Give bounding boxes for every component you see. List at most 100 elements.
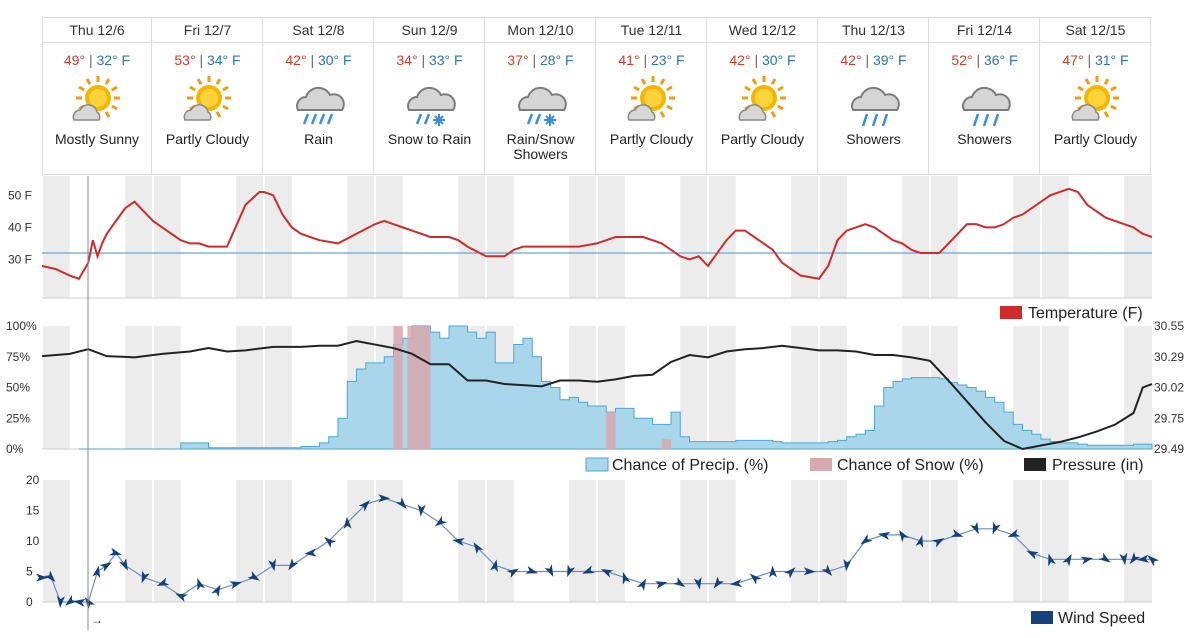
low-temp: 30° bbox=[761, 52, 784, 68]
day-temps: 34° | 33° F bbox=[396, 52, 463, 68]
wind-direction-arrow bbox=[636, 578, 647, 591]
day-label: Wed 12/12 bbox=[708, 18, 817, 43]
high-temp: 42° bbox=[840, 52, 862, 68]
wind-direction-arrow bbox=[473, 542, 484, 555]
low-temp: 28° bbox=[539, 52, 562, 68]
sun-cloud-icon bbox=[183, 76, 231, 121]
pressure-tick-label: 29.49 bbox=[1154, 442, 1184, 456]
night-band bbox=[1124, 176, 1152, 298]
wind-direction-arrow bbox=[784, 567, 796, 579]
rain-snow-cloud-icon bbox=[517, 86, 567, 126]
wind-direction-arrow bbox=[343, 516, 352, 529]
wind-direction-arrow bbox=[600, 568, 614, 578]
wind-direction-arrow bbox=[118, 558, 128, 571]
night-band bbox=[264, 480, 292, 602]
high-temp: 34° bbox=[396, 52, 418, 68]
forecast-day: Wed 12/12 42° | 30° F Partly Cloudy bbox=[708, 18, 818, 174]
day-temps: 53° | 34° F bbox=[174, 52, 241, 68]
low-temp: 32° bbox=[96, 52, 118, 68]
pressure-tick-label: 29.75 bbox=[1154, 411, 1184, 425]
wind-direction-arrow bbox=[877, 532, 891, 540]
wind-direction-arrow bbox=[1147, 555, 1160, 567]
wind-direction-arrow bbox=[821, 564, 833, 577]
wind-direction-arrow bbox=[56, 595, 65, 608]
wind-direction-arrow bbox=[36, 573, 48, 582]
night-band bbox=[125, 326, 153, 449]
wind-direction-arrow bbox=[582, 565, 595, 574]
pressure-legend-label: Pressure (in) bbox=[1052, 457, 1144, 474]
day-label: Sat 12/15 bbox=[1041, 18, 1150, 43]
high-temp: 53° bbox=[174, 52, 196, 68]
day-label: Thu 12/6 bbox=[43, 18, 151, 43]
night-band bbox=[819, 326, 847, 449]
wind-direction-arrow bbox=[673, 577, 686, 587]
day-temps: 49° | 32° F bbox=[63, 52, 131, 68]
night-band bbox=[1124, 326, 1152, 449]
night-band bbox=[791, 326, 819, 449]
condition-label: Showers bbox=[846, 131, 901, 147]
day-label: Thu 12/13 bbox=[819, 18, 928, 43]
wind-direction-arrow bbox=[622, 571, 631, 585]
sun-cloud-icon bbox=[1071, 76, 1119, 121]
high-temp: 42° bbox=[285, 52, 307, 68]
wind-direction-arrow bbox=[395, 497, 407, 509]
night-band bbox=[708, 326, 736, 449]
precip-tick-label: 25% bbox=[6, 411, 30, 425]
temp-unit: F bbox=[898, 52, 907, 68]
wind-direction-arrow bbox=[304, 548, 317, 557]
temperature-series-line bbox=[41, 187, 1153, 280]
wind-direction-arrow bbox=[73, 598, 86, 607]
forecast-strip: Thu 12/6 49° | 32° F Mostly Sunny Fri 12/… bbox=[42, 17, 1152, 175]
wind-direction-arrow bbox=[452, 537, 465, 546]
night-band bbox=[486, 480, 514, 602]
sun-cloud-icon bbox=[627, 76, 675, 121]
high-temp: 47° bbox=[1062, 52, 1084, 68]
night-band bbox=[680, 326, 708, 449]
temperature-tick-label: 30 F bbox=[8, 252, 32, 266]
forecast-day: Tue 12/11 41° | 23° F Partly Cloudy bbox=[597, 18, 707, 174]
condition-label: Showers bbox=[957, 131, 1012, 147]
forecast-day: Thu 12/6 49° | 32° F Mostly Sunny bbox=[42, 18, 152, 174]
wind-direction-arrow bbox=[768, 565, 777, 578]
wind-direction-arrow bbox=[843, 559, 852, 572]
wind-direction-arrow bbox=[992, 521, 1001, 535]
night-band bbox=[819, 480, 847, 602]
day-temps: 47° | 31° F bbox=[1062, 52, 1129, 68]
wind-direction-arrow bbox=[288, 558, 299, 571]
night-band bbox=[791, 480, 819, 602]
sun-cloud-icon bbox=[72, 76, 120, 121]
night-band bbox=[236, 176, 264, 298]
forecast-day: Mon 12/10 37° | 28° F Rain/Snow Showers bbox=[486, 18, 596, 174]
temp-unit: F bbox=[565, 52, 574, 68]
wind-direction-arrow bbox=[693, 577, 702, 590]
wind-direction-arrow bbox=[915, 535, 924, 548]
night-band bbox=[1013, 176, 1041, 298]
condition-label: Partly Cloudy bbox=[609, 131, 694, 147]
wind-direction-arrow bbox=[713, 576, 725, 589]
low-temp: 30° bbox=[317, 52, 340, 68]
wind-legend-swatch bbox=[1031, 611, 1053, 624]
wind-direction-arrow bbox=[1136, 554, 1150, 563]
temp-unit: F bbox=[1009, 52, 1018, 68]
wind-direction-arrow bbox=[92, 565, 101, 579]
forecast-day: Sat 12/8 42° | 30° F Rain bbox=[264, 18, 374, 174]
wind-direction-arrow bbox=[175, 593, 188, 602]
precip-tick-label: 0% bbox=[6, 442, 24, 456]
night-band bbox=[42, 480, 70, 602]
low-temp: 34° bbox=[206, 52, 229, 68]
sun-cloud-icon bbox=[738, 76, 786, 121]
night-band bbox=[930, 176, 958, 298]
high-temp: 41° bbox=[618, 52, 640, 68]
high-temp: 42° bbox=[729, 52, 751, 68]
condition-label: Partly Cloudy bbox=[165, 131, 250, 147]
condition-label: Partly Cloudy bbox=[720, 131, 805, 147]
temp-unit: F bbox=[676, 52, 685, 68]
wind-direction-arrow bbox=[1007, 529, 1021, 538]
night-band bbox=[819, 176, 847, 298]
wind-direction-arrow bbox=[490, 559, 498, 573]
wind-direction-arrow bbox=[324, 537, 336, 548]
precip-tick-label: 50% bbox=[6, 381, 30, 395]
wind-direction-arrow bbox=[197, 578, 205, 591]
forecast-day: Thu 12/13 42° | 39° F Showers bbox=[819, 18, 929, 174]
